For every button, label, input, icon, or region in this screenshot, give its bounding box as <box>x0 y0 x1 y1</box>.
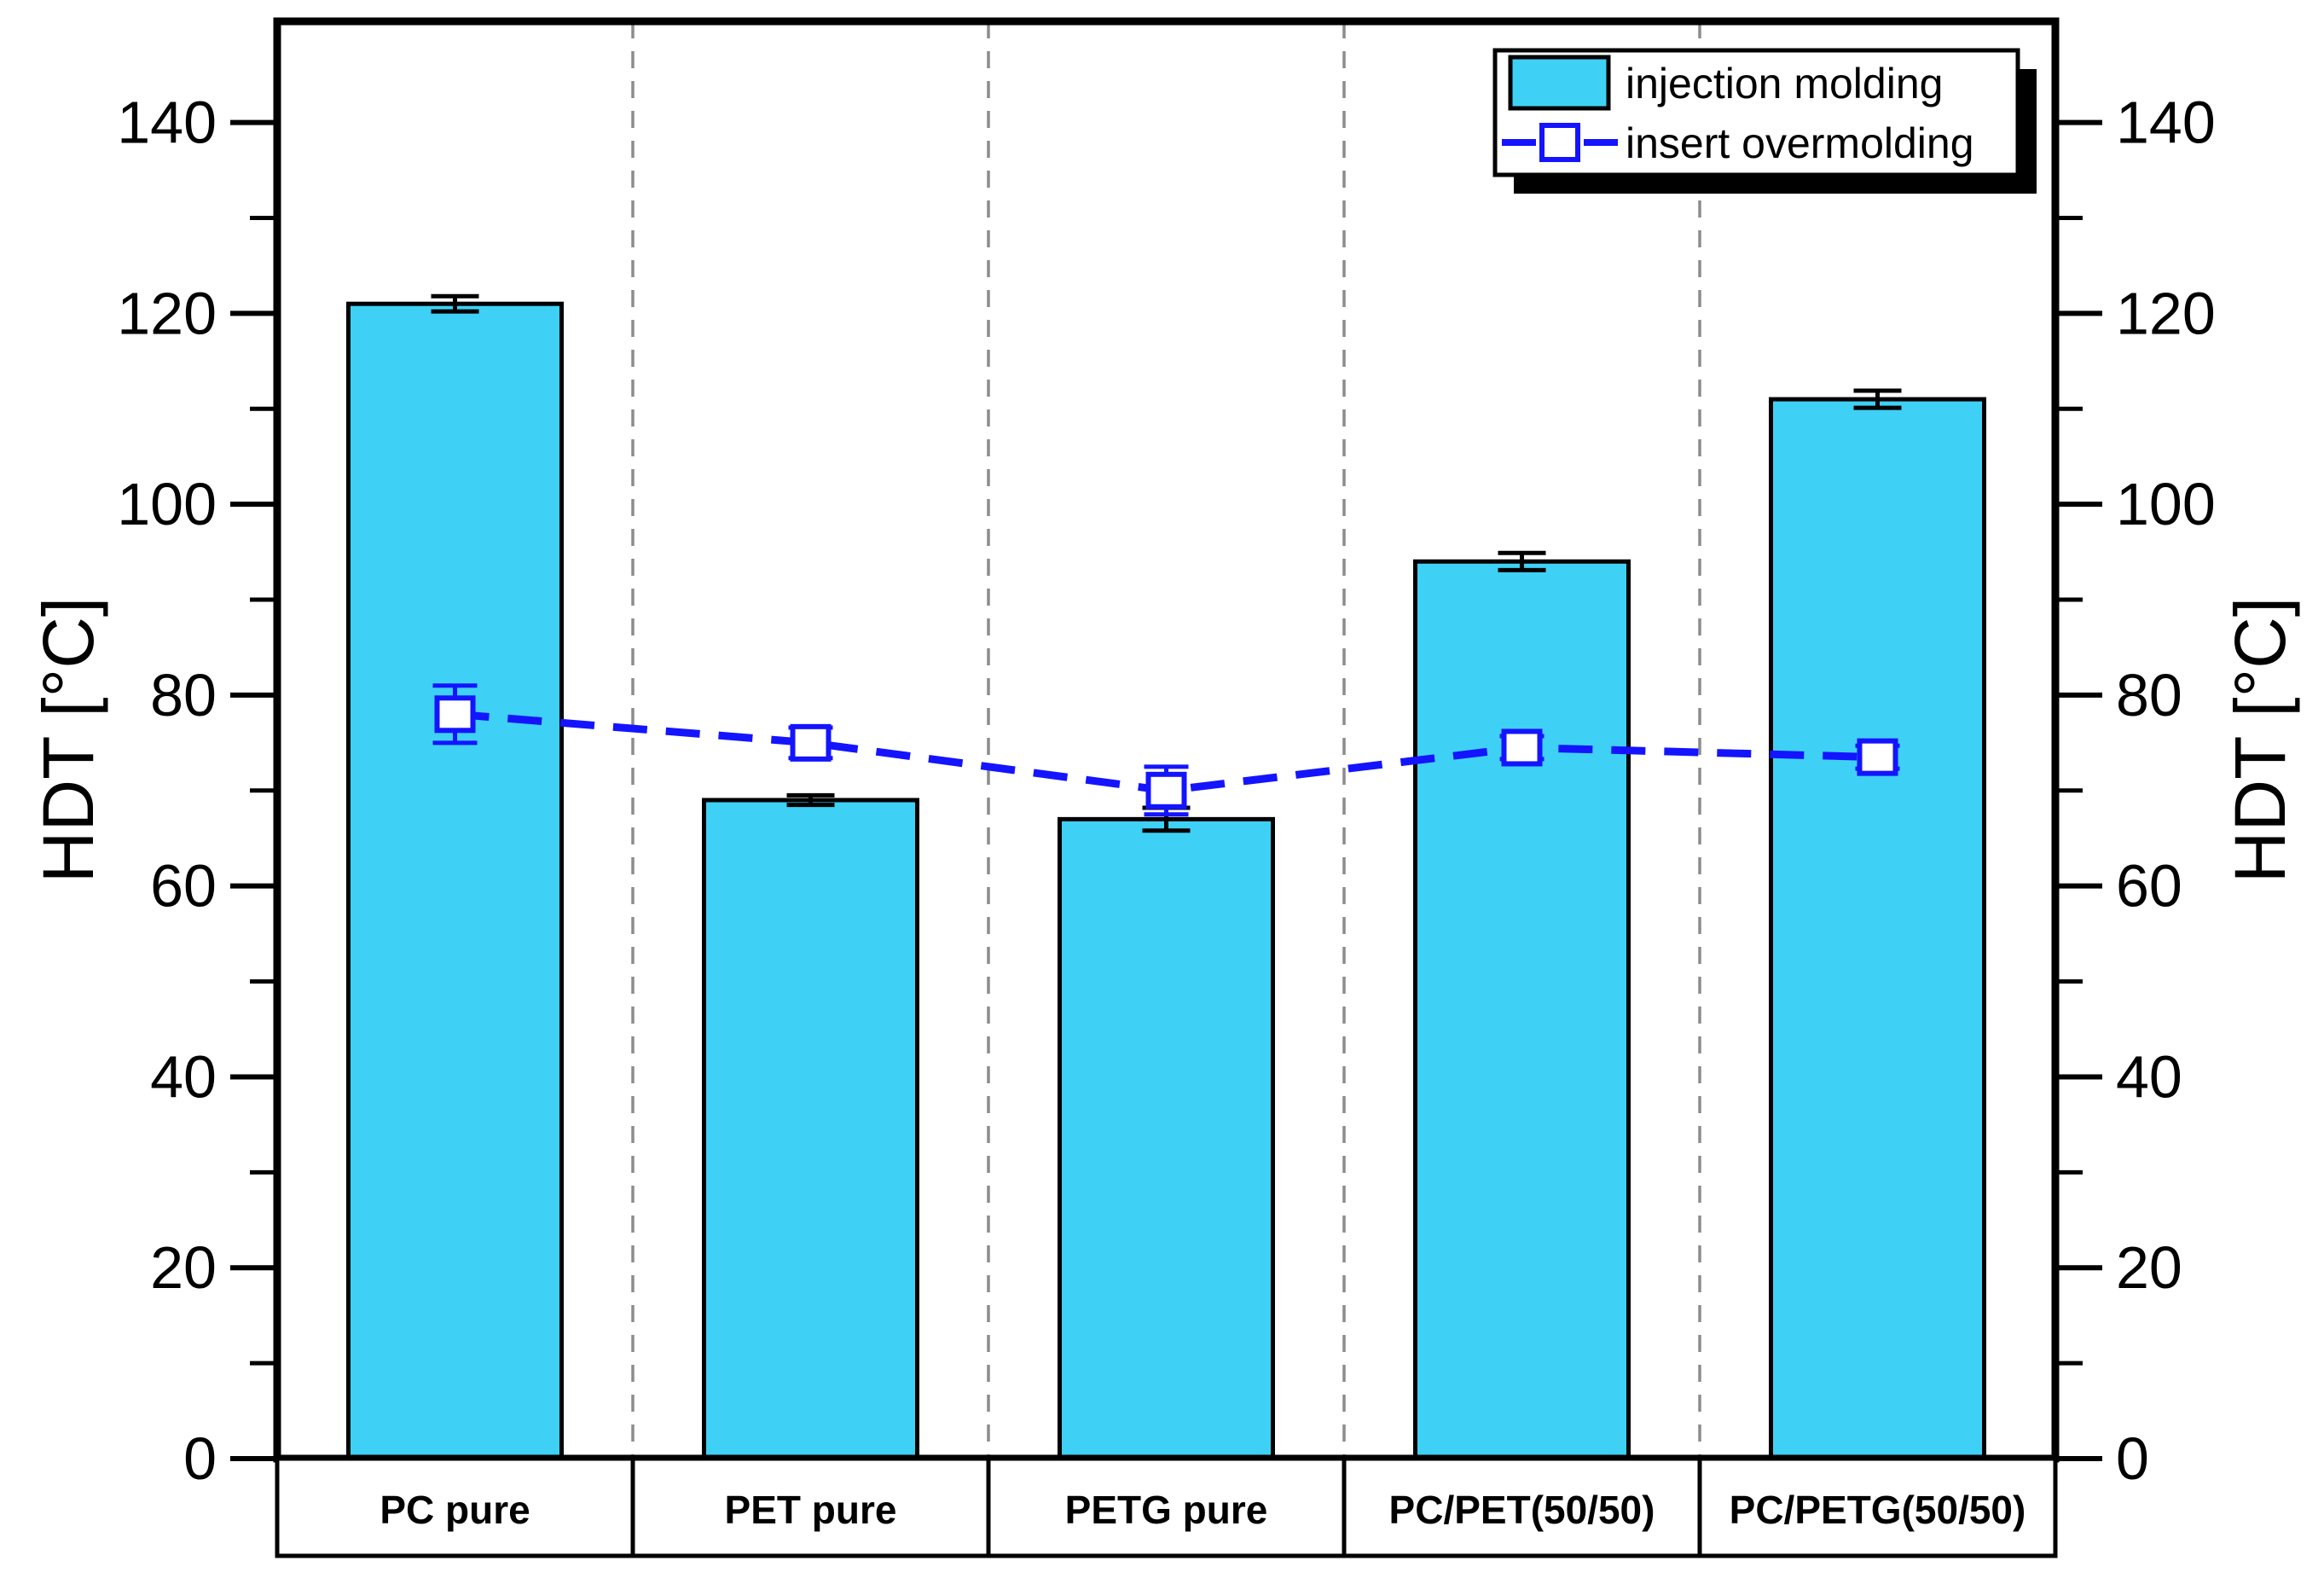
category-label: PC pure <box>380 1488 530 1532</box>
left-tick-label: 80 <box>150 662 217 728</box>
left-tick-label: 0 <box>183 1425 217 1492</box>
legend-bar-swatch <box>1508 55 1611 111</box>
right-tick-label: 60 <box>2116 853 2182 920</box>
left-tick-label: 100 <box>117 471 217 537</box>
category-label: PETG pure <box>1065 1488 1268 1532</box>
legend-open-square-marker <box>1539 123 1580 162</box>
right-tick-label: 20 <box>2116 1234 2182 1301</box>
right-tick-label: 80 <box>2116 662 2182 728</box>
y-axis-title-right: HDT [°C] <box>2220 597 2300 883</box>
bar-PET pure <box>702 798 919 1461</box>
left-tick-label: 120 <box>117 280 217 346</box>
open-square-marker <box>434 695 476 734</box>
category-box <box>1342 1456 1702 1558</box>
category-label: PC/PET(50/50) <box>1389 1488 1655 1532</box>
bar-PC/PET(50/50) <box>1413 559 1631 1461</box>
right-tick-label: 120 <box>2116 280 2216 346</box>
right-tick-label: 0 <box>2116 1425 2149 1492</box>
legend-label-insert-overmolding: insert overmolding <box>1626 119 1974 167</box>
category-label: PET pure <box>725 1488 897 1532</box>
open-square-marker <box>1501 728 1543 767</box>
bar-PC pure <box>346 301 564 1461</box>
category-label: PC/PETG(50/50) <box>1730 1488 2026 1532</box>
open-square-marker <box>1145 771 1187 809</box>
left-tick-label: 20 <box>150 1234 217 1301</box>
open-square-marker <box>790 723 832 762</box>
y-axis-title-left: HDT [°C] <box>28 597 108 883</box>
right-tick-label: 140 <box>2116 90 2216 156</box>
left-tick-label: 40 <box>150 1043 217 1110</box>
bar-PC/PETG(50/50) <box>1769 397 1986 1461</box>
legend-label-injection-molding: injection molding <box>1626 60 1943 107</box>
right-tick-label: 100 <box>2116 471 2216 537</box>
category-box <box>630 1456 991 1558</box>
left-tick-label: 60 <box>150 853 217 920</box>
category-box <box>275 1456 635 1558</box>
bar-PETG pure <box>1058 816 1275 1461</box>
open-square-marker <box>1857 738 1898 776</box>
category-box <box>1697 1456 2058 1558</box>
right-tick-label: 40 <box>2116 1043 2182 1110</box>
category-box <box>986 1456 1347 1558</box>
left-tick-label: 140 <box>117 90 217 156</box>
